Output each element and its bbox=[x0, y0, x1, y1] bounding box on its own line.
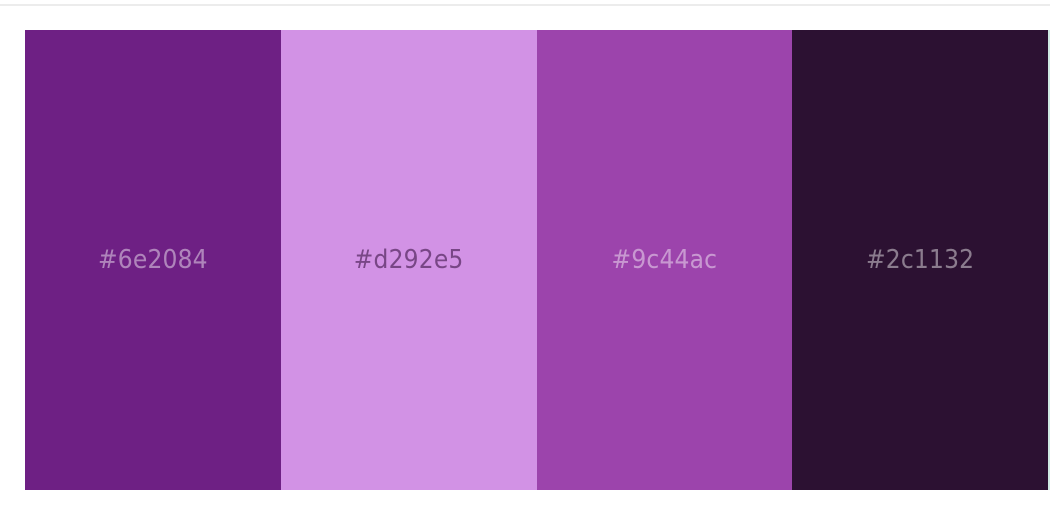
swatch-3-hex-label: #9c44ac bbox=[611, 245, 718, 275]
swatch-4-hex-label: #2c1132 bbox=[865, 245, 975, 275]
swatch-3[interactable]: #9c44ac bbox=[536, 30, 793, 490]
swatch-1-hex-label: #6e2084 bbox=[97, 245, 208, 275]
top-divider bbox=[0, 4, 1050, 6]
swatch-4[interactable]: #2c1132 bbox=[792, 30, 1048, 490]
swatch-2[interactable]: #d292e5 bbox=[280, 30, 537, 490]
swatch-2-hex-label: #d292e5 bbox=[353, 245, 464, 275]
color-palette: #6e2084 #d292e5 #9c44ac #2c1132 bbox=[25, 30, 1048, 490]
right-edge-accent bbox=[1048, 30, 1050, 490]
swatch-1[interactable]: #6e2084 bbox=[25, 30, 281, 490]
